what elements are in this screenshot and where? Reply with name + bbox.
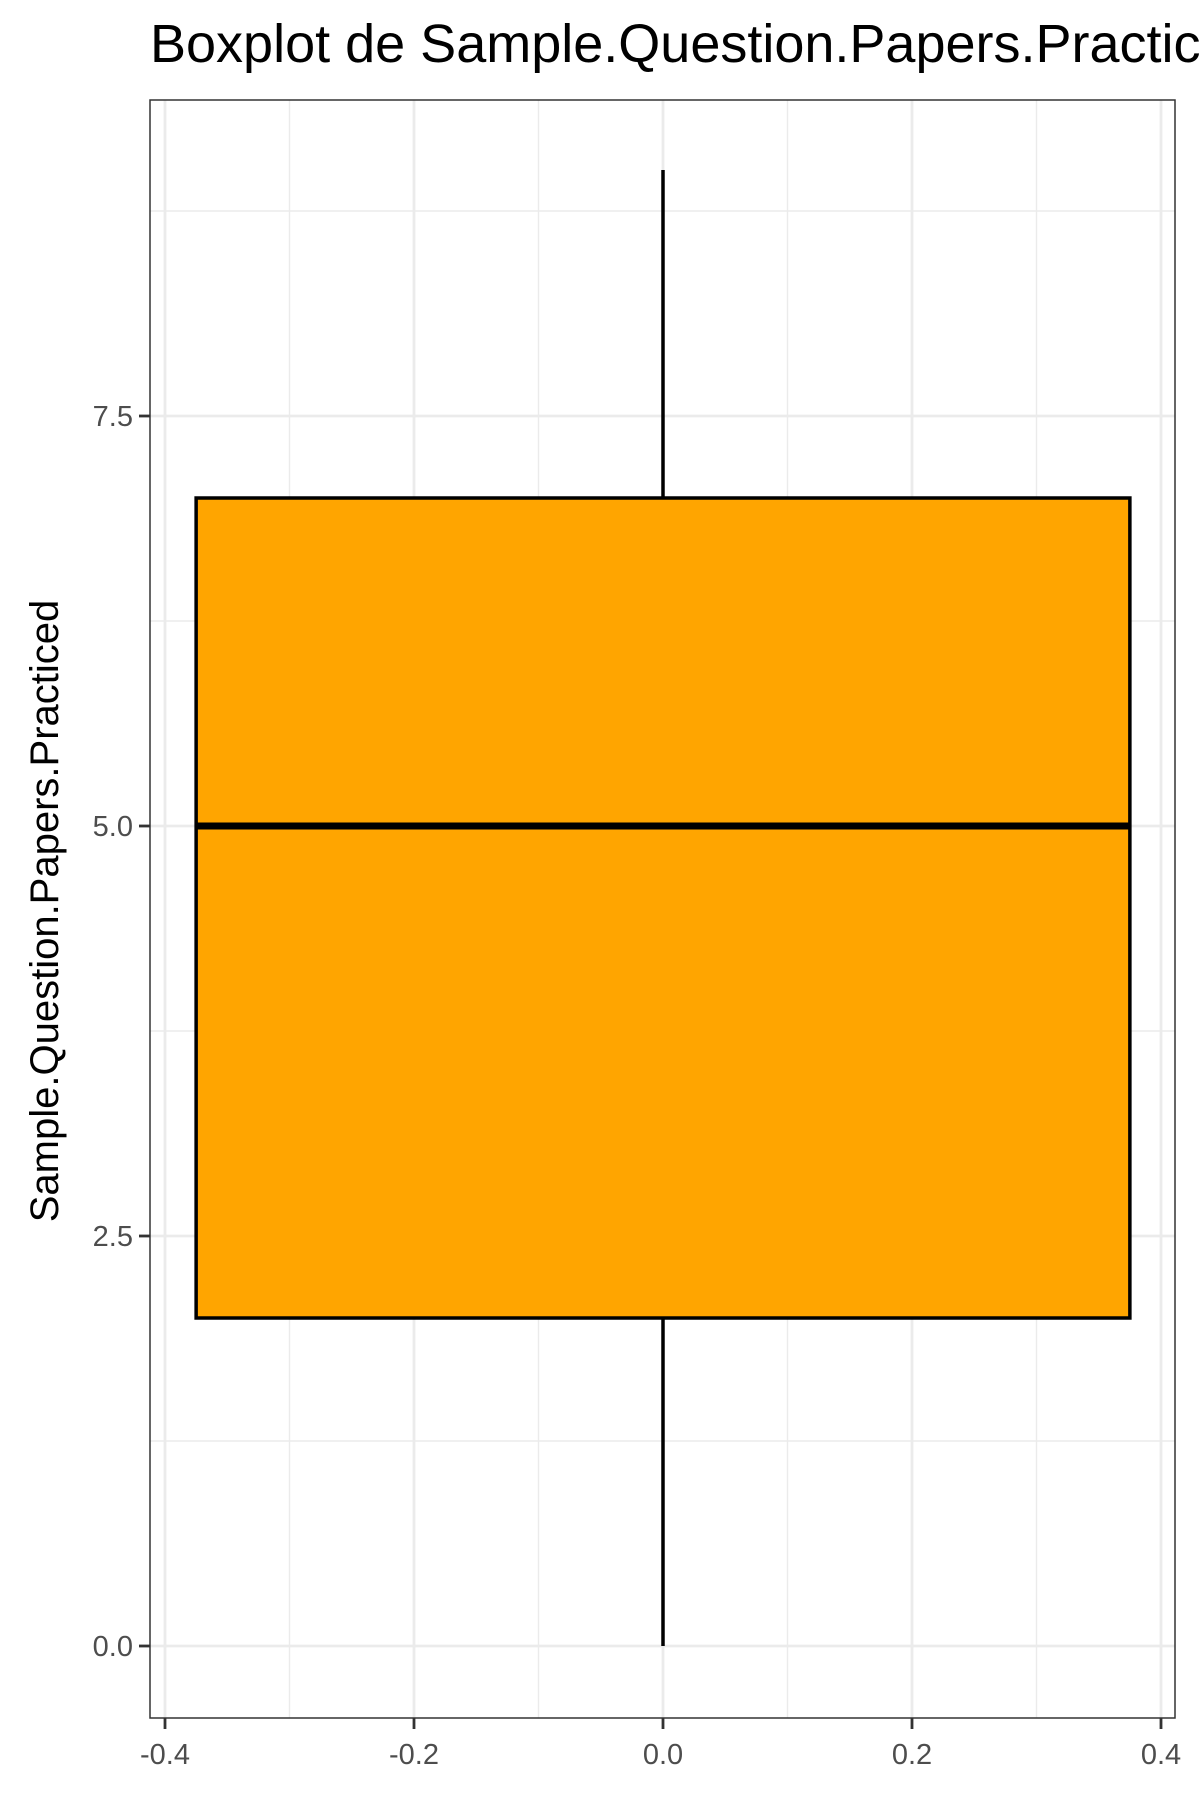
y-tick-label: 7.5: [93, 401, 133, 433]
y-tick-label: 5.0: [93, 811, 133, 843]
x-tick-label: -0.4: [140, 1739, 190, 1771]
y-tick-label: 0.0: [93, 1631, 133, 1663]
box-iqr: [194, 496, 1132, 1320]
x-tick-label: -0.2: [389, 1739, 439, 1771]
y-tick-label: 2.5: [93, 1221, 133, 1253]
y-axis: 0.0 2.5 5.0 7.5: [93, 401, 150, 1663]
boxplot: [194, 170, 1132, 1646]
x-tick-label: 0.0: [643, 1739, 683, 1771]
chart-title: Boxplot de Sample.Question.Papers.Practi…: [150, 14, 1200, 74]
y-axis-title: Sample.Question.Papers.Practiced: [23, 600, 67, 1223]
x-tick-label: 0.2: [892, 1739, 932, 1771]
x-tick-label: 0.4: [1141, 1739, 1181, 1771]
x-axis: -0.4 -0.2 0.0 0.2 0.4: [140, 1718, 1181, 1771]
